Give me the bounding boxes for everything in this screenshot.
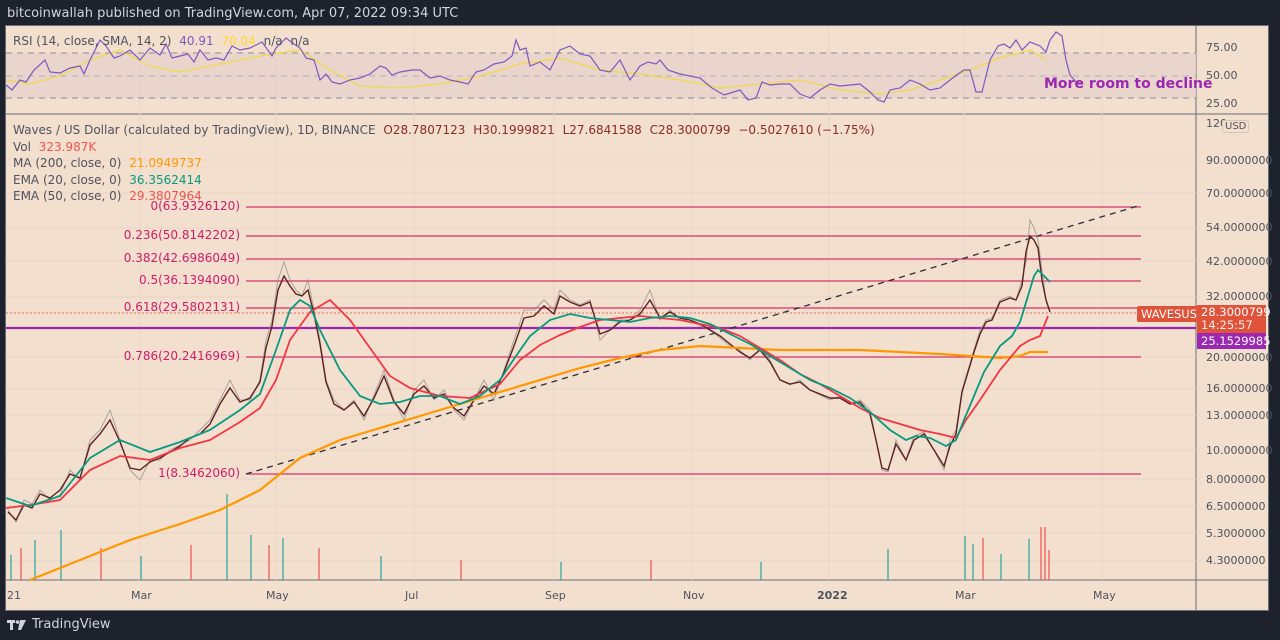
time-tick-mar-2021: Mar: [131, 589, 152, 602]
fib-label-1: 1(8.3462060): [158, 466, 240, 480]
rsi-legend: RSI (14, close, SMA, 14, 2) 40.91 70.04 …: [13, 34, 314, 48]
price-tick-8: 8.0000000: [1206, 473, 1266, 486]
ohlc-low: L27.6841588: [562, 123, 642, 137]
fib-label-0786: 0.786(20.2416969): [123, 349, 240, 363]
time-tick-jul-2021: Jul: [405, 589, 419, 602]
publish-info: bitcoinwallah published on TradingView.c…: [7, 6, 459, 21]
ohlc-open: O28.7807123: [383, 123, 466, 137]
ma200-value: 21.0949737: [129, 156, 202, 171]
price-tick-120: 120: [1206, 117, 1227, 130]
vertical-grid: [139, 26, 1103, 580]
rsi-value: 40.91: [179, 34, 214, 48]
rsi-pane: [5, 31, 1196, 103]
ema50-value: 29.3807964: [129, 189, 202, 204]
volume-label: Vol: [13, 139, 31, 154]
ema50-row[interactable]: EMA (50, close, 0) 29.3807964: [13, 188, 879, 205]
rsi-tick-25: 25.00: [1206, 97, 1238, 110]
rsi-sma-line: [5, 49, 1047, 95]
fib-label-0382: 0.382(42.6986049): [123, 251, 240, 265]
symbol-badge: WAVESUSD: [1137, 306, 1210, 322]
price-tick-90: 90.0000000: [1206, 154, 1273, 167]
ema20-line: [5, 268, 1051, 507]
last-price-badge: 28.3000799 14:25:57: [1197, 305, 1271, 333]
price-tick-4-3: 4.3000000: [1206, 554, 1266, 567]
time-tick-may-2022: May: [1093, 589, 1116, 602]
fib-label-05: 0.5(36.1394090): [139, 273, 240, 287]
price-tick-54: 54.0000000: [1206, 221, 1273, 234]
ohlc-change: −0.5027610 (−1.75%): [738, 123, 875, 137]
tradingview-logo-icon: [7, 619, 26, 630]
currency-button[interactable]: USD: [1222, 120, 1250, 133]
ma200-row[interactable]: MA (200, close, 0) 21.0949737: [13, 155, 879, 172]
ema50-label: EMA (50, close, 0): [13, 189, 122, 204]
time-tick-nov-2021: Nov: [683, 589, 705, 602]
trendline: [245, 204, 1142, 475]
time-tick-may-2021: May: [266, 589, 289, 602]
rsi-tick-75: 75.00: [1206, 41, 1238, 54]
volume-row[interactable]: Vol 323.987K: [13, 139, 879, 156]
ma200-label: MA (200, close, 0): [13, 156, 122, 171]
time-tick-21: 21: [7, 589, 21, 602]
ema20-row[interactable]: EMA (20, close, 0) 36.3562414: [13, 172, 879, 189]
ohlc-high: H30.1999821: [473, 123, 555, 137]
volume-bars: [10, 494, 1050, 580]
main-legend: Waves / US Dollar (calculated by Trading…: [13, 122, 879, 205]
rsi-na-1: n/a: [263, 34, 283, 48]
fib-label-0236: 0.236(50.8142202): [123, 228, 240, 242]
ma200-line: [29, 344, 1048, 582]
ema50-line: [5, 298, 1049, 509]
symbol-title[interactable]: Waves / US Dollar (calculated by Trading…: [13, 123, 376, 137]
fib-lines: [246, 206, 1141, 475]
rsi-tick-50: 50.00: [1206, 69, 1238, 82]
ohlc-close: C28.3000799: [649, 123, 731, 137]
volume-value: 323.987K: [38, 139, 97, 154]
price-tick-70: 70.0000000: [1206, 187, 1273, 200]
ema20-label: EMA (20, close, 0): [13, 172, 122, 187]
fib-label-0: 0(63.9326120): [150, 199, 240, 213]
price-tick-16: 16.0000000: [1206, 382, 1273, 395]
rsi-line: [5, 31, 1083, 103]
rsi-title: RSI (14, close, SMA, 14, 2): [13, 34, 172, 48]
last-price-value: 28.3000799: [1201, 305, 1271, 319]
chart-frame: [5, 25, 1269, 611]
hline-price-badge: 25.1529985: [1197, 333, 1271, 349]
symbol-row: Waves / US Dollar (calculated by Trading…: [13, 122, 879, 139]
price-tick-13: 13.0000000: [1206, 409, 1273, 422]
tradingview-logo[interactable]: TradingView: [7, 617, 111, 632]
price-tick-5-3: 5.3000000: [1206, 527, 1266, 540]
tradingview-brand: TradingView: [32, 617, 111, 632]
ema20-value: 36.3562414: [129, 172, 202, 187]
price-tick-42: 42.0000000: [1206, 255, 1273, 268]
time-tick-2022: 2022: [817, 589, 848, 602]
rsi-sma-value: 70.04: [221, 34, 256, 48]
price-tick-10: 10.0000000: [1206, 444, 1273, 457]
price-tick-20: 20.0000000: [1206, 351, 1273, 364]
price-tick-6-5: 6.5000000: [1206, 500, 1266, 513]
bar-countdown: 14:25:57: [1201, 318, 1253, 332]
fib-label-0618: 0.618(29.5802131): [123, 300, 240, 314]
rsi-na-2: n/a: [290, 34, 310, 48]
time-tick-mar-2022: Mar: [955, 589, 976, 602]
price-tick-32: 32.0000000: [1206, 290, 1273, 303]
rsi-annotation: More room to decline: [1044, 76, 1213, 92]
time-tick-sep-2021: Sep: [545, 589, 566, 602]
